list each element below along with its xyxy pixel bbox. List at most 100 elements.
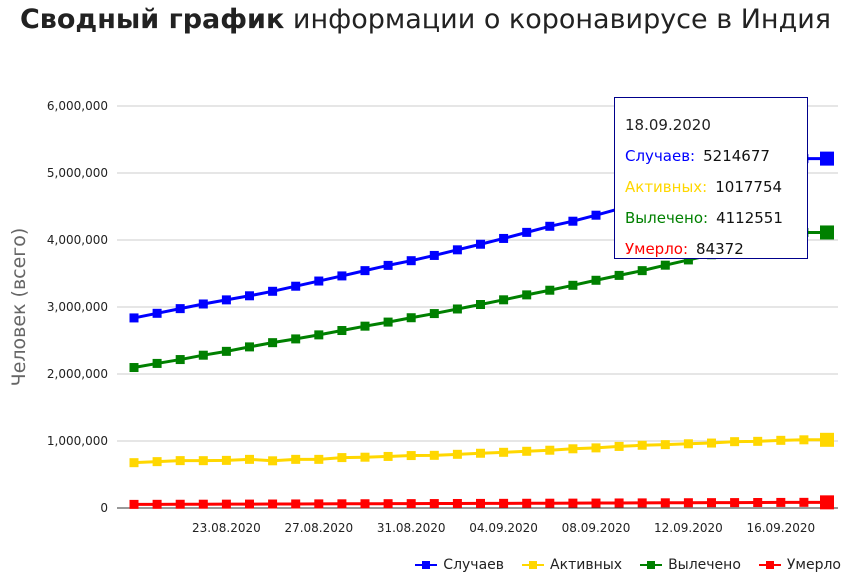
data-point[interactable]	[568, 216, 578, 226]
data-point[interactable]	[820, 225, 834, 240]
data-point[interactable]	[568, 498, 578, 508]
data-point[interactable]	[221, 295, 231, 305]
data-point[interactable]	[268, 456, 278, 466]
data-point[interactable]	[614, 270, 624, 280]
data-point[interactable]	[820, 151, 834, 166]
data-point[interactable]	[452, 449, 462, 459]
data-point[interactable]	[730, 437, 740, 447]
data-point[interactable]	[452, 304, 462, 314]
data-point[interactable]	[245, 454, 254, 464]
data-point[interactable]	[522, 498, 532, 508]
data-point[interactable]	[499, 447, 509, 457]
data-point[interactable]	[591, 210, 601, 220]
data-point[interactable]	[499, 295, 509, 305]
data-point[interactable]	[776, 497, 786, 507]
data-point[interactable]	[383, 499, 393, 509]
data-point[interactable]	[360, 499, 370, 509]
data-point[interactable]	[152, 358, 162, 368]
data-point[interactable]	[360, 321, 370, 331]
data-point[interactable]	[591, 275, 601, 285]
data-point[interactable]	[291, 499, 301, 509]
data-point[interactable]	[476, 300, 485, 310]
data-point[interactable]	[337, 499, 347, 509]
data-point[interactable]	[406, 499, 416, 509]
data-point[interactable]	[614, 498, 624, 508]
data-point[interactable]	[129, 313, 139, 323]
data-point[interactable]	[820, 432, 834, 447]
data-point[interactable]	[198, 499, 208, 509]
data-point[interactable]	[683, 498, 693, 508]
data-point[interactable]	[799, 497, 809, 507]
data-point[interactable]	[753, 498, 763, 508]
data-point[interactable]	[545, 498, 555, 508]
data-point[interactable]	[268, 338, 278, 348]
data-point[interactable]	[660, 260, 670, 270]
data-point[interactable]	[545, 221, 555, 231]
data-point[interactable]	[730, 498, 740, 508]
data-point[interactable]	[799, 435, 809, 445]
data-point[interactable]	[152, 457, 162, 467]
data-point[interactable]	[660, 498, 670, 508]
series-3[interactable]	[129, 495, 835, 510]
data-point[interactable]	[660, 440, 670, 450]
data-point[interactable]	[476, 448, 485, 458]
data-point[interactable]	[406, 256, 416, 266]
data-point[interactable]	[568, 444, 578, 454]
data-point[interactable]	[820, 495, 834, 510]
series-1[interactable]	[129, 432, 835, 468]
data-point[interactable]	[152, 499, 162, 509]
data-point[interactable]	[198, 299, 208, 309]
data-point[interactable]	[429, 450, 439, 460]
data-point[interactable]	[221, 499, 231, 509]
data-point[interactable]	[591, 498, 601, 508]
data-point[interactable]	[268, 286, 278, 296]
data-point[interactable]	[406, 313, 416, 323]
data-point[interactable]	[221, 346, 231, 356]
data-point[interactable]	[429, 499, 439, 509]
data-point[interactable]	[522, 227, 532, 237]
data-point[interactable]	[198, 350, 208, 360]
data-point[interactable]	[776, 435, 786, 445]
data-point[interactable]	[152, 308, 162, 318]
data-point[interactable]	[291, 334, 301, 344]
data-point[interactable]	[707, 438, 716, 448]
data-point[interactable]	[591, 443, 601, 453]
data-point[interactable]	[499, 233, 509, 243]
data-point[interactable]	[221, 455, 231, 465]
legend-item-deaths[interactable]: Умерло	[758, 557, 841, 573]
data-point[interactable]	[476, 498, 485, 508]
data-point[interactable]	[614, 441, 624, 451]
data-point[interactable]	[683, 439, 693, 449]
data-point[interactable]	[245, 342, 254, 352]
data-point[interactable]	[637, 266, 647, 276]
data-point[interactable]	[314, 454, 324, 464]
data-point[interactable]	[245, 499, 254, 509]
data-point[interactable]	[429, 250, 439, 260]
data-point[interactable]	[175, 304, 185, 314]
data-point[interactable]	[522, 290, 532, 300]
data-point[interactable]	[314, 330, 324, 340]
data-point[interactable]	[452, 245, 462, 255]
data-point[interactable]	[175, 456, 185, 466]
data-point[interactable]	[360, 266, 370, 276]
data-point[interactable]	[337, 326, 347, 336]
legend-item-recovered[interactable]: Вылечено	[640, 557, 741, 573]
data-point[interactable]	[637, 498, 647, 508]
data-point[interactable]	[129, 458, 139, 468]
data-point[interactable]	[499, 498, 509, 508]
data-point[interactable]	[383, 451, 393, 461]
data-point[interactable]	[637, 440, 647, 450]
data-point[interactable]	[476, 239, 485, 249]
data-point[interactable]	[360, 452, 370, 462]
data-point[interactable]	[545, 285, 555, 295]
data-point[interactable]	[683, 255, 693, 265]
data-point[interactable]	[314, 276, 324, 286]
data-point[interactable]	[268, 499, 278, 509]
legend-item-cases[interactable]: Случаев	[415, 557, 504, 573]
legend-item-active[interactable]: Активных	[522, 557, 622, 573]
data-point[interactable]	[406, 451, 416, 461]
data-point[interactable]	[337, 453, 347, 463]
data-point[interactable]	[291, 454, 301, 464]
data-point[interactable]	[383, 260, 393, 270]
data-point[interactable]	[198, 456, 208, 466]
